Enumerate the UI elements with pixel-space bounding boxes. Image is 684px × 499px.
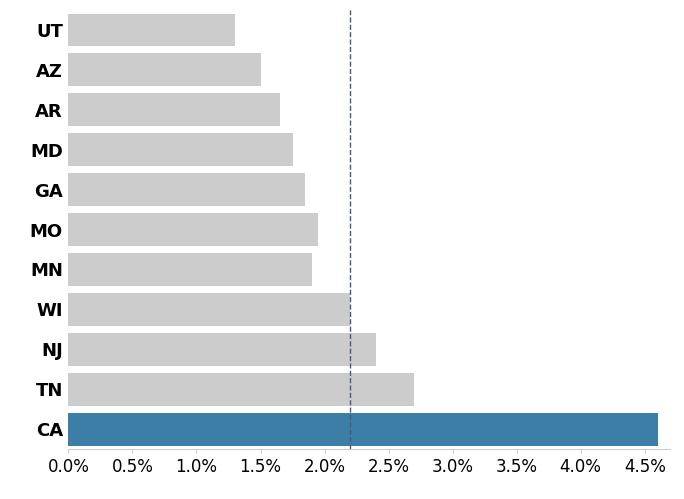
Bar	[68, 333, 376, 366]
Bar	[68, 213, 318, 246]
Bar	[68, 133, 293, 166]
Bar	[68, 373, 415, 406]
Bar	[68, 173, 305, 206]
Bar	[68, 293, 350, 326]
Bar	[68, 413, 657, 446]
Bar	[68, 93, 280, 126]
Bar	[68, 13, 235, 46]
Bar	[68, 53, 261, 86]
Bar	[68, 253, 312, 286]
